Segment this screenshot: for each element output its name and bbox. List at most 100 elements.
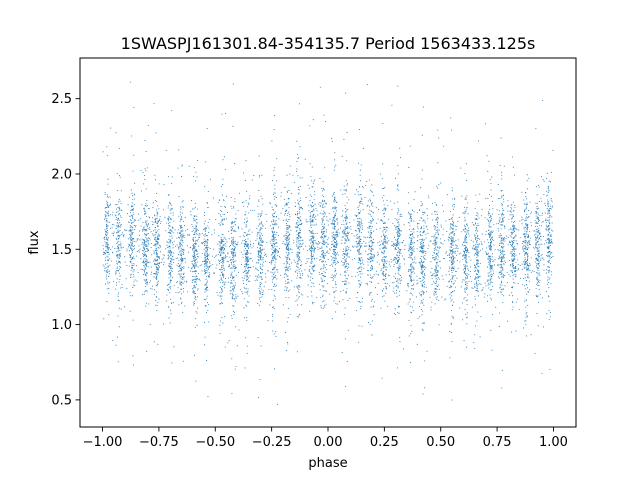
data-point [372, 219, 375, 221]
data-point [404, 248, 406, 250]
data-point [222, 178, 224, 180]
data-point [369, 294, 371, 296]
data-point [369, 258, 371, 260]
data-point [106, 271, 108, 273]
data-point [146, 278, 148, 281]
data-point [530, 211, 532, 213]
data-point [218, 235, 220, 237]
data-point [145, 253, 147, 255]
data-point [411, 306, 413, 308]
data-point [285, 282, 287, 285]
data-point [285, 243, 287, 245]
data-point [274, 184, 276, 186]
data-point [297, 240, 299, 242]
data-point [383, 216, 385, 218]
data-point [484, 282, 486, 284]
data-point [358, 230, 360, 232]
data-point [229, 256, 231, 258]
data-point [468, 256, 470, 258]
data-point [155, 273, 157, 275]
data-point [510, 232, 512, 234]
data-point [206, 284, 208, 286]
data-point [397, 165, 399, 167]
data-point [363, 263, 365, 265]
data-point [206, 302, 208, 304]
data-point [271, 214, 274, 216]
data-point [306, 250, 309, 252]
data-point [549, 235, 551, 237]
data-point [182, 274, 184, 276]
data-point [421, 234, 423, 237]
data-point [497, 292, 499, 294]
data-point [373, 256, 375, 258]
data-point [489, 294, 491, 296]
data-point [513, 174, 516, 176]
data-point [487, 266, 489, 268]
data-point [102, 245, 104, 247]
data-point [131, 252, 133, 254]
data-point [436, 261, 438, 263]
data-point [283, 219, 285, 222]
data-point [144, 234, 146, 236]
data-point [272, 320, 274, 322]
data-point [409, 246, 411, 248]
data-point [477, 270, 479, 272]
data-point [357, 261, 359, 263]
data-point [397, 311, 399, 313]
data-point [146, 289, 148, 292]
data-point [482, 248, 484, 250]
data-point [459, 261, 461, 263]
data-point [400, 252, 402, 255]
data-point [244, 263, 246, 265]
data-point [259, 224, 261, 226]
data-point [397, 268, 400, 271]
data-point [193, 279, 195, 281]
data-point [273, 223, 275, 225]
data-point [412, 265, 414, 267]
data-point [293, 239, 295, 241]
data-point [442, 228, 444, 230]
data-point [425, 267, 427, 269]
data-point [410, 273, 412, 275]
data-point [311, 244, 313, 246]
data-point [489, 279, 491, 281]
data-point [497, 265, 499, 267]
data-point [286, 269, 288, 271]
data-point [195, 299, 197, 301]
data-point [207, 267, 209, 269]
data-point [362, 186, 364, 188]
data-point [192, 226, 194, 228]
data-point [497, 276, 499, 278]
data-point [219, 248, 222, 251]
data-point [259, 379, 261, 381]
data-point [550, 238, 552, 240]
data-point [456, 245, 459, 247]
data-point [323, 244, 325, 246]
data-point [494, 249, 496, 251]
data-point [194, 270, 197, 272]
data-point [145, 280, 147, 282]
data-point [487, 275, 489, 277]
data-point [243, 298, 245, 300]
data-point [322, 294, 324, 296]
data-point [410, 275, 412, 277]
data-point [347, 227, 349, 229]
data-point [247, 233, 249, 235]
data-point [524, 260, 526, 262]
data-point [310, 276, 312, 278]
data-point [222, 184, 224, 186]
data-point [209, 261, 211, 263]
data-point [156, 260, 158, 262]
data-point [396, 284, 398, 286]
data-point [297, 251, 299, 253]
data-point [358, 236, 360, 238]
data-point [474, 298, 476, 300]
data-point [488, 204, 491, 206]
data-point [174, 229, 176, 231]
data-point [363, 240, 365, 243]
data-point [152, 202, 154, 204]
data-point [206, 280, 209, 282]
data-point [504, 240, 506, 242]
data-point [116, 336, 119, 338]
data-point [126, 229, 128, 231]
